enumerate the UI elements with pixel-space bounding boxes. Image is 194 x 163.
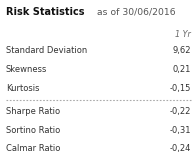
Text: 9,62: 9,62: [173, 46, 191, 55]
Text: 1 Yr: 1 Yr: [175, 30, 191, 39]
Text: Standard Deviation: Standard Deviation: [6, 46, 87, 55]
Text: Risk Statistics: Risk Statistics: [6, 7, 84, 17]
Text: -0,31: -0,31: [170, 126, 191, 134]
Text: -0,24: -0,24: [170, 144, 191, 153]
Text: -0,15: -0,15: [170, 84, 191, 93]
Text: Calmar Ratio: Calmar Ratio: [6, 144, 60, 153]
Text: -0,22: -0,22: [170, 107, 191, 116]
Text: Kurtosis: Kurtosis: [6, 84, 39, 93]
Text: as of 30/06/2016: as of 30/06/2016: [94, 7, 176, 16]
Text: Skewness: Skewness: [6, 65, 47, 74]
Text: 0,21: 0,21: [173, 65, 191, 74]
Text: Sharpe Ratio: Sharpe Ratio: [6, 107, 60, 116]
Text: Sortino Ratio: Sortino Ratio: [6, 126, 60, 134]
